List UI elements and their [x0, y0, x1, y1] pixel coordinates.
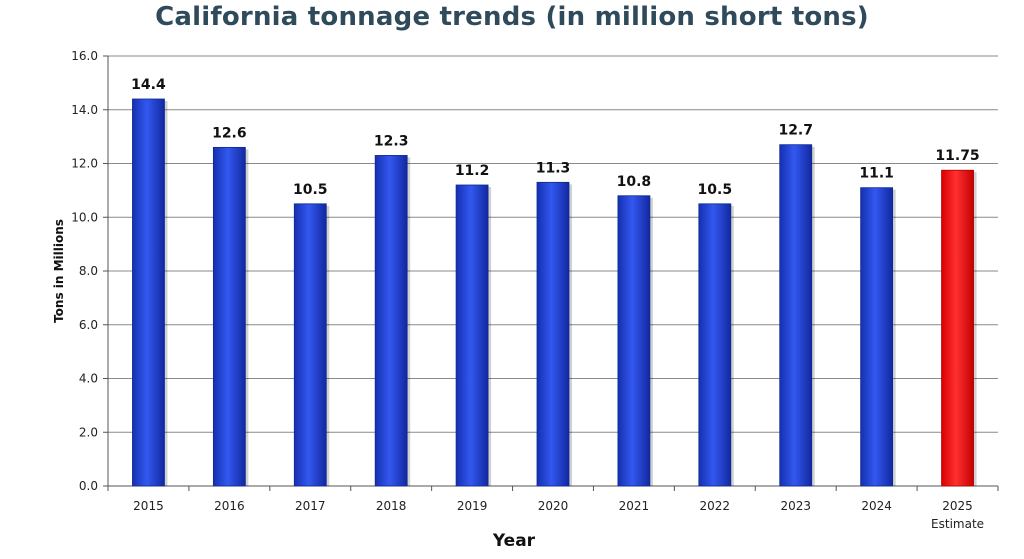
y-tick-label: 0.0: [79, 479, 98, 493]
bar-2020: [536, 181, 570, 487]
y-tick-label: 2.0: [79, 425, 98, 439]
x-tick-label: 2019: [457, 499, 488, 513]
data-label: 11.2: [455, 163, 490, 179]
data-label: 11.3: [536, 160, 571, 176]
bar-2018: [374, 155, 408, 487]
bars: [132, 98, 977, 487]
bar-2019: [455, 184, 489, 487]
x-tick-label: 2020: [538, 499, 569, 513]
x-tick-label: 2016: [214, 499, 245, 513]
y-axis-title: Tons in Millions: [52, 219, 66, 323]
y-tick-label: 14.0: [71, 103, 98, 117]
data-label: 10.5: [698, 182, 733, 198]
y-tick-label: 12.0: [71, 157, 98, 171]
data-label: 12.3: [374, 133, 409, 149]
y-tick-label: 10.0: [71, 210, 98, 224]
data-label: 10.8: [617, 174, 652, 190]
x-tick-label: 2024: [861, 499, 892, 513]
bar-2021: [617, 195, 651, 487]
x-axis-title: Year: [492, 531, 536, 551]
x-tick-label: 2023: [780, 499, 811, 513]
x-tick-label: 2022: [700, 499, 731, 513]
data-label: 12.7: [778, 123, 813, 139]
bar-2015: [132, 98, 165, 487]
x-tick-label: 2021: [619, 499, 650, 513]
x-tick-label: 2025: [942, 499, 973, 513]
x-tick-label: 2017: [295, 499, 326, 513]
y-tick-label: 4.0: [79, 372, 98, 386]
x-tick-label: 2018: [376, 499, 407, 513]
data-label: 14.4: [131, 77, 166, 93]
bar-2023: [779, 144, 813, 487]
bar-2016: [212, 146, 246, 487]
labels: 0.0 2.0 4.0 6.0 8.0 10.0 12.0 14.0 16.0 14.4 2015 1…: [71, 49, 984, 531]
data-label: 10.5: [293, 182, 328, 198]
y-tick-label: 8.0: [79, 264, 98, 278]
data-label: 11.1: [859, 166, 894, 182]
bar-2017: [293, 203, 327, 487]
bar-2025: [941, 169, 974, 487]
chart-title: California tonnage trends (in million sh…: [155, 2, 869, 32]
bar-2022: [698, 203, 732, 487]
bar-2024: [860, 187, 894, 487]
data-label: 12.6: [212, 125, 247, 141]
x-tick-label: 2015: [133, 499, 164, 513]
y-tick-label: 16.0: [71, 49, 98, 63]
data-label: 11.75: [935, 148, 979, 164]
x-tick-sublabel: Estimate: [931, 517, 984, 531]
y-tick-label: 6.0: [79, 318, 98, 332]
